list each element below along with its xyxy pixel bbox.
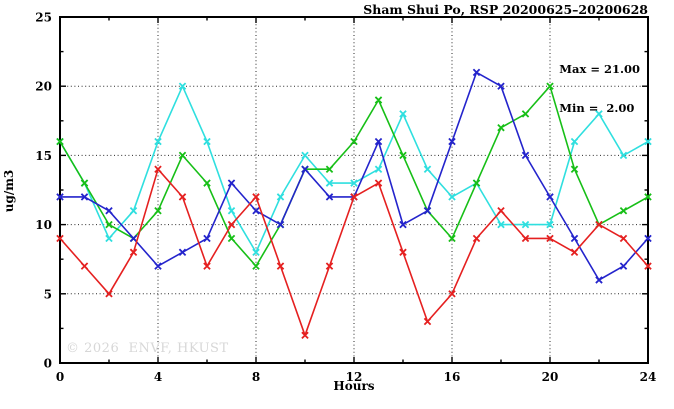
min-value-label: Min = 2.00 <box>559 101 635 115</box>
y-tick-label: 25 <box>35 11 52 25</box>
stats-annotation: Max = 21.00 Min = 2.00 <box>559 37 640 141</box>
x-tick-label: 24 <box>640 370 657 384</box>
series-blue-markers <box>56 68 652 284</box>
x-tick-label: 20 <box>542 370 559 384</box>
y-axis-title: ug/m3 <box>2 169 16 213</box>
y-tick-label: 20 <box>35 80 52 94</box>
max-value-label: Max = 21.00 <box>559 62 640 76</box>
y-tick-label: 0 <box>44 357 52 371</box>
y-tick-label: 15 <box>35 149 52 163</box>
chart-title: Sham Shui Po, RSP 20200625–20200628 <box>363 2 648 17</box>
x-tick-label: 12 <box>346 370 363 384</box>
y-tick-label: 10 <box>35 218 52 232</box>
x-tick-label: 8 <box>252 370 260 384</box>
y-tick-label: 5 <box>44 287 52 301</box>
x-tick-label: 4 <box>154 370 162 384</box>
watermark: © 2026 ENVF, HKUST <box>66 341 229 356</box>
x-tick-label: 16 <box>444 370 461 384</box>
x-axis-title: Hours <box>333 379 375 393</box>
x-tick-label: 0 <box>56 370 64 384</box>
series-red-markers <box>56 165 652 340</box>
